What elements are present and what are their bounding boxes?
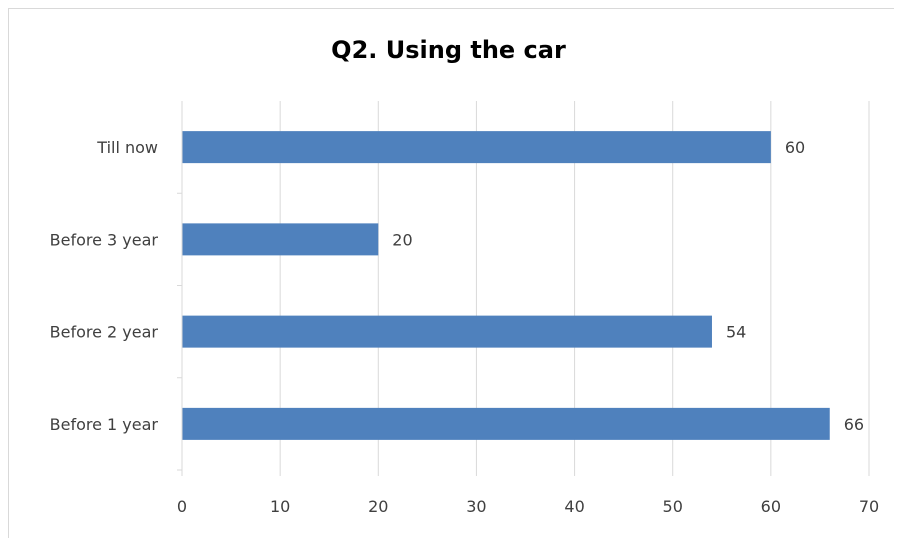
- x-tick-label: 40: [564, 497, 584, 516]
- bar: [182, 407, 830, 440]
- category-label: Till now: [96, 138, 158, 157]
- category-label: Before 2 year: [50, 323, 159, 342]
- chart-title: Q2. Using the car: [331, 36, 566, 64]
- x-tick-label: 50: [663, 497, 683, 516]
- x-tick-label: 30: [466, 497, 486, 516]
- x-tick-label: 0: [177, 497, 187, 516]
- category-label: Before 3 year: [50, 230, 159, 249]
- bar: [182, 315, 712, 348]
- data-label: 54: [726, 323, 746, 342]
- category-label: Before 1 year: [50, 415, 159, 434]
- bar: [182, 223, 379, 256]
- data-label: 66: [844, 415, 864, 434]
- x-tick-label: 20: [368, 497, 388, 516]
- x-tick-label: 70: [859, 497, 879, 516]
- bar: [182, 131, 771, 164]
- data-label: 20: [392, 230, 412, 249]
- data-label: 60: [785, 138, 805, 157]
- x-tick-label: 60: [761, 497, 781, 516]
- chart-frame: [8, 8, 894, 538]
- x-tick-label: 10: [270, 497, 290, 516]
